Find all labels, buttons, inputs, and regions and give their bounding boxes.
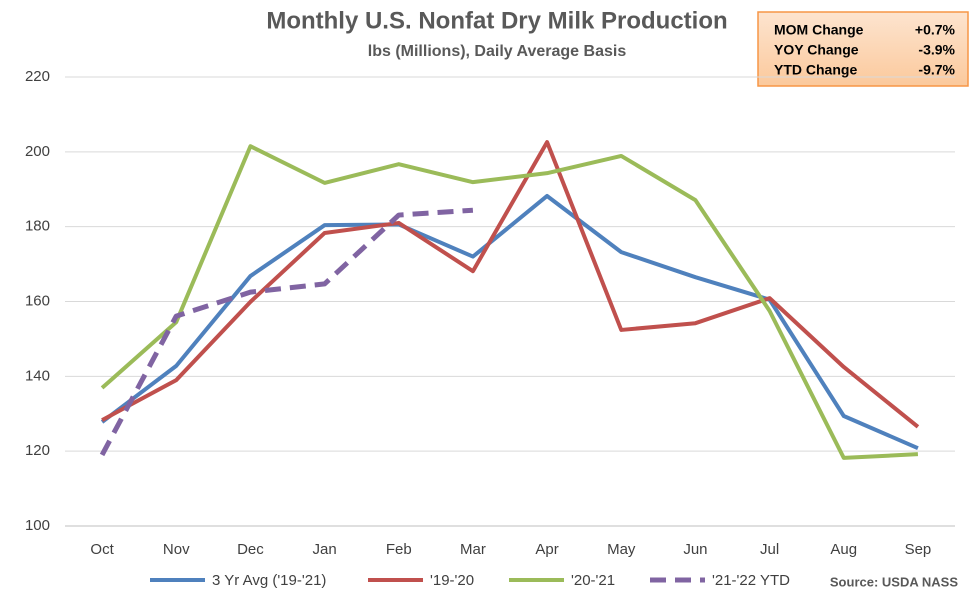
y-tick-label: 220 xyxy=(25,68,50,85)
x-tick-label: Dec xyxy=(237,541,264,558)
y-tick-label: 160 xyxy=(25,292,50,309)
x-tick-label: Apr xyxy=(535,541,558,558)
info-box xyxy=(757,11,969,87)
info-label: YOY Change xyxy=(774,42,859,58)
series-line xyxy=(99,207,474,457)
legend-label: '20-'21 xyxy=(571,572,615,589)
x-tick-label: Sep xyxy=(905,541,932,558)
x-tick-label: Feb xyxy=(386,541,412,558)
info-value: +0.7% xyxy=(915,22,956,38)
x-tick-label: Oct xyxy=(90,541,114,558)
y-tick-label: 180 xyxy=(25,218,50,235)
info-label: YTD Change xyxy=(774,62,857,78)
series-line xyxy=(101,140,920,429)
info-value: -9.7% xyxy=(918,62,955,78)
y-tick-label: 140 xyxy=(25,367,50,384)
x-tick-label: Mar xyxy=(460,541,486,558)
x-tick-label: Nov xyxy=(163,541,190,558)
x-tick-label: May xyxy=(607,541,636,558)
x-tick-label: Jul xyxy=(760,541,779,558)
legend-label: '19-'20 xyxy=(430,572,474,589)
legend-label: 3 Yr Avg ('19-'21) xyxy=(212,572,326,589)
y-tick-label: 120 xyxy=(25,442,50,459)
y-tick-label: 100 xyxy=(25,517,50,534)
legend-label: '21-'22 YTD xyxy=(712,572,790,589)
info-value: -3.9% xyxy=(918,42,955,58)
x-tick-label: Aug xyxy=(830,541,857,558)
chart-title: Monthly U.S. Nonfat Dry Milk Production xyxy=(266,7,727,34)
source: Source: USDA NASS xyxy=(830,574,958,589)
y-tick-label: 200 xyxy=(25,143,50,160)
x-tick-label: Jan xyxy=(312,541,336,558)
chart-subtitle: lbs (Millions), Daily Average Basis xyxy=(368,43,627,60)
info-label: MOM Change xyxy=(774,22,864,38)
series-line xyxy=(100,144,919,460)
x-tick-label: Jun xyxy=(683,541,707,558)
series-line xyxy=(100,193,919,451)
